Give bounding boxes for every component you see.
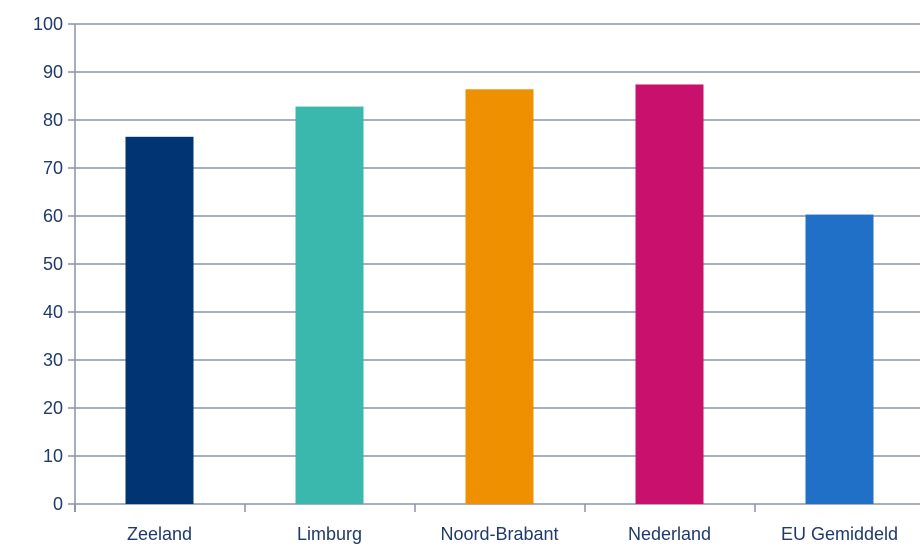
x-category-label-eu-gemiddeld: EU Gemiddeld (781, 524, 898, 544)
x-category-label-limburg: Limburg (297, 524, 362, 544)
x-category-label-nederland: Nederland (628, 524, 711, 544)
x-category-label-noord-brabant: Noord-Brabant (440, 524, 558, 544)
y-tick-label-70: 70 (43, 158, 63, 178)
y-tick-label-40: 40 (43, 302, 63, 322)
bar-zeeland (125, 136, 194, 505)
y-tick-label-50: 50 (43, 254, 63, 274)
y-tick-label-20: 20 (43, 398, 63, 418)
y-tick-labels: 0 10 20 30 40 50 60 70 80 90 100 (33, 14, 63, 514)
bar-noord-brabant (465, 89, 534, 504)
bars (125, 84, 874, 505)
y-tick-label-30: 30 (43, 350, 63, 370)
y-tick-label-100: 100 (33, 14, 63, 34)
bar-nederland (635, 84, 704, 504)
y-tick-label-10: 10 (43, 446, 63, 466)
bar-eu-gemiddeld (805, 214, 874, 504)
x-category-label-zeeland: Zeeland (127, 524, 192, 544)
bar-limburg (295, 106, 364, 504)
y-tick-label-0: 0 (53, 494, 63, 514)
y-tick-label-90: 90 (43, 62, 63, 82)
x-category-labels: Zeeland Limburg Noord-Brabant Nederland EU G… (127, 524, 898, 544)
y-tick-label-80: 80 (43, 110, 63, 130)
y-tick-label-60: 60 (43, 206, 63, 226)
